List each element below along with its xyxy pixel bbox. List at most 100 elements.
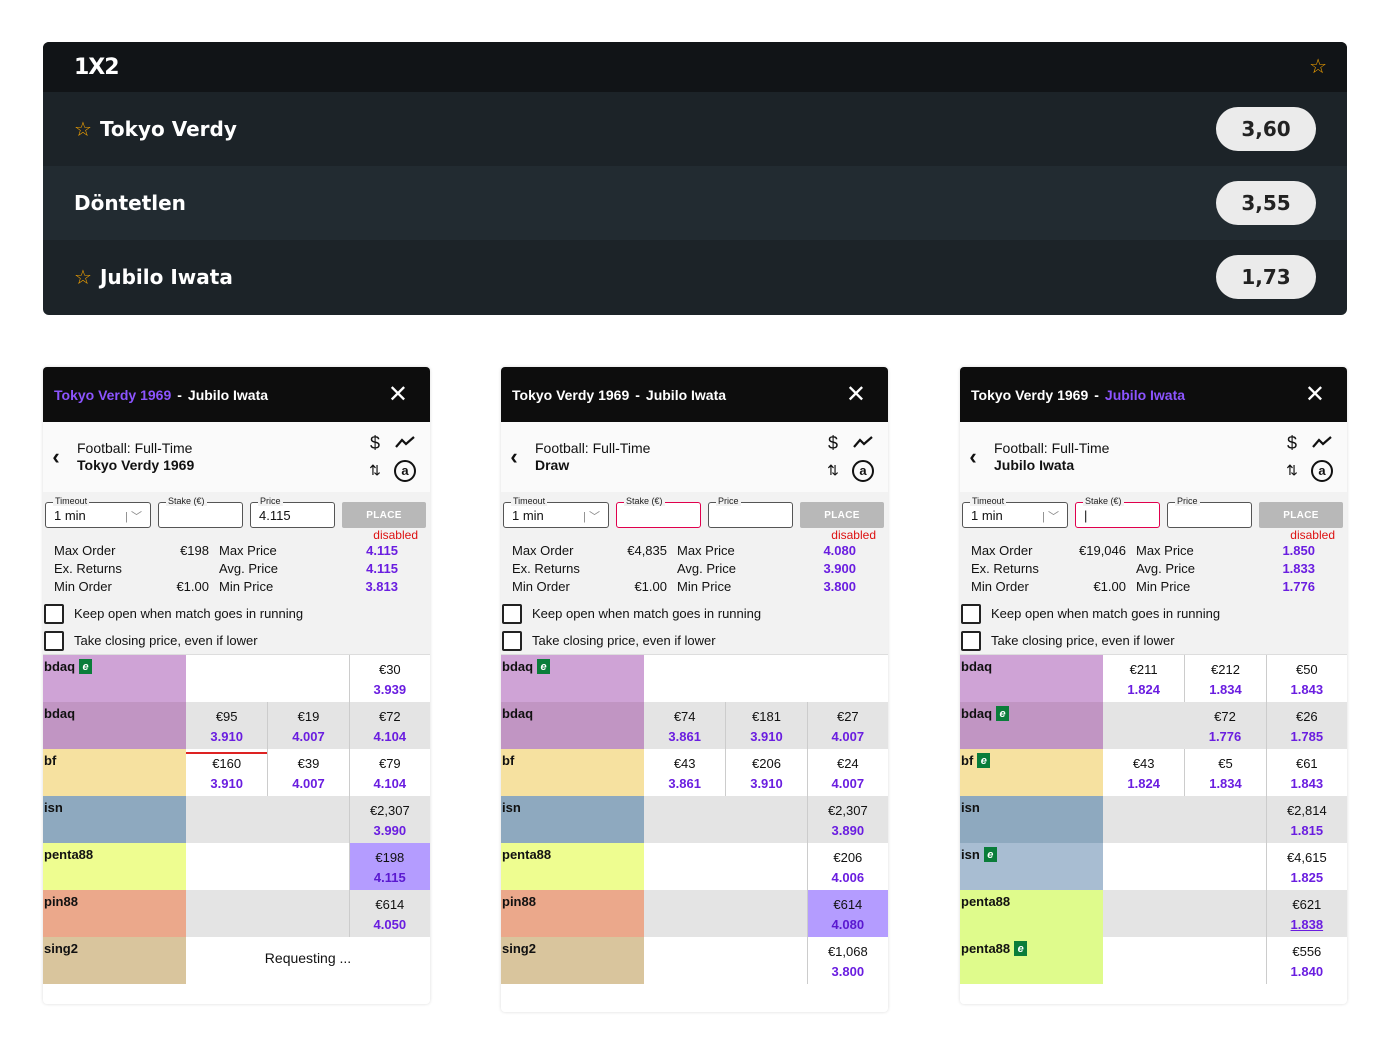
star-icon[interactable]: ☆	[74, 265, 92, 289]
liquidity-amount: €4,615	[1286, 850, 1327, 865]
selection-name: Jubilo Iwata	[994, 457, 1075, 473]
bookmaker-row: bdaq €211 1.824 €212 1.834 €50 1.843	[960, 655, 1347, 702]
price-cell[interactable]: €181 3.910	[725, 702, 806, 749]
odds-button-home[interactable]: 3,60	[1216, 107, 1316, 151]
odds-button-draw[interactable]: 3,55	[1216, 181, 1316, 225]
price-cell[interactable]: €1,068 3.800	[806, 937, 888, 984]
chart-line-icon[interactable]	[395, 433, 415, 454]
price-cell[interactable]: €206 4.006	[806, 843, 888, 890]
price-input[interactable]: Price	[1167, 496, 1252, 528]
close-icon[interactable]: ✕	[845, 380, 866, 408]
price-cell	[725, 796, 806, 843]
timeout-select[interactable]: Timeout 1 min | ﹀	[503, 496, 609, 528]
dollar-icon[interactable]: $	[1286, 432, 1297, 453]
price-cell[interactable]: €5 1.834	[1184, 749, 1265, 796]
price-input[interactable]: Price	[708, 496, 793, 528]
keep-open-option[interactable]: Keep open when match goes in running	[960, 600, 1347, 627]
place-button[interactable]: PLACE	[800, 502, 884, 528]
closing-price-option[interactable]: Take closing price, even if lower	[43, 627, 430, 654]
price-cell[interactable]: €24 4.007	[806, 749, 888, 796]
price-cell[interactable]: €72 1.776	[1184, 702, 1265, 749]
dollar-icon[interactable]: $	[827, 432, 838, 453]
price-cell[interactable]: €2,814 1.815	[1265, 796, 1347, 843]
price-cell[interactable]: €61 1.843	[1265, 749, 1347, 796]
keep-open-option[interactable]: Keep open when match goes in running	[43, 600, 430, 627]
liquidity-amount: €26	[1295, 709, 1318, 724]
price-cell[interactable]: €72 4.104	[348, 702, 430, 749]
price-cell[interactable]: €50 1.843	[1265, 655, 1347, 702]
price-cell[interactable]: €27 4.007	[806, 702, 888, 749]
closing-price-option[interactable]: Take closing price, even if lower	[501, 627, 888, 654]
price-cell[interactable]: €79 4.104	[348, 749, 430, 796]
avg-price-label: Avg. Price	[1136, 561, 1196, 576]
price-value: 4.080	[831, 917, 865, 932]
bookmaker-name: isn	[960, 796, 1103, 843]
chevron-left-icon[interactable]: ‹	[52, 444, 60, 469]
keep-open-checkbox[interactable]	[961, 603, 981, 624]
odds-button-away[interactable]: 1,73	[1216, 255, 1316, 299]
star-icon[interactable]: ☆	[74, 117, 92, 141]
keep-open-option[interactable]: Keep open when match goes in running	[501, 600, 888, 627]
stake-input[interactable]: Stake (€)	[158, 496, 243, 528]
price-cell[interactable]: €43 3.861	[644, 749, 725, 796]
price-cell[interactable]: €621 1.838	[1265, 890, 1347, 937]
sort-arrows-icon[interactable]: ⇅	[369, 462, 381, 478]
place-button[interactable]: PLACE	[1259, 502, 1343, 528]
price-value: 4.050	[373, 917, 407, 932]
price-cell[interactable]: €26 1.785	[1265, 702, 1347, 749]
stake-input[interactable]: Stake (€) |	[1075, 496, 1160, 528]
price-cell[interactable]: €19 4.007	[267, 702, 348, 749]
price-cell[interactable]: €614 4.080	[806, 890, 888, 937]
price-cell[interactable]: €211 1.824	[1103, 655, 1184, 702]
dollar-icon[interactable]: $	[369, 432, 380, 453]
price-cell[interactable]: €2,307 3.890	[806, 796, 888, 843]
timeout-select[interactable]: Timeout 1 min | ﹀	[962, 496, 1068, 528]
price-value: 3.861	[668, 729, 701, 744]
stake-input[interactable]: Stake (€)	[616, 496, 701, 528]
keep-open-checkbox[interactable]	[502, 603, 522, 624]
close-icon[interactable]: ✕	[387, 380, 408, 408]
ex-returns-value	[607, 560, 667, 578]
bookmaker-name: penta88	[43, 843, 186, 890]
price-cell[interactable]: €74 3.861	[644, 702, 725, 749]
chevron-left-icon[interactable]: ‹	[969, 444, 977, 469]
closing-price-checkbox[interactable]	[961, 630, 981, 651]
chart-line-icon[interactable]	[1312, 433, 1332, 454]
price-cell	[1184, 796, 1265, 843]
price-cell[interactable]: €95 3.910	[186, 702, 267, 749]
close-icon[interactable]: ✕	[1304, 380, 1325, 408]
bookmaker-row: bdaq e €30 3.939	[43, 655, 430, 702]
ex-returns-label: Ex. Returns	[971, 561, 1039, 576]
min-price-value: 1.776	[1282, 579, 1315, 594]
price-cell	[267, 796, 348, 843]
bookmaker-label: pin88	[502, 894, 536, 909]
price-cell[interactable]: €160 3.910	[186, 749, 268, 796]
price-input[interactable]: Price 4.115	[250, 496, 335, 528]
place-button[interactable]: PLACE	[342, 502, 426, 528]
price-cell[interactable]: €2,307 3.990	[348, 796, 430, 843]
price-cell[interactable]: €43 1.824	[1103, 749, 1184, 796]
price-cell[interactable]: €39 4.007	[267, 749, 348, 796]
betfair-logo-icon[interactable]: a	[852, 459, 874, 482]
chart-line-icon[interactable]	[853, 433, 873, 454]
favorite-star-icon[interactable]: ☆	[1309, 56, 1327, 78]
price-cell[interactable]: €556 1.840	[1265, 937, 1347, 984]
timeout-select[interactable]: Timeout 1 min | ﹀	[45, 496, 151, 528]
keep-open-checkbox[interactable]	[44, 603, 64, 624]
closing-price-option[interactable]: Take closing price, even if lower	[960, 627, 1347, 654]
closing-price-checkbox[interactable]	[502, 630, 522, 651]
sort-arrows-icon[interactable]: ⇅	[1286, 462, 1298, 478]
bookmaker-label: bdaq	[44, 659, 76, 674]
chevron-left-icon[interactable]: ‹	[510, 444, 518, 469]
price-cell[interactable]: €212 1.834	[1184, 655, 1265, 702]
price-cell[interactable]: €4,615 1.825	[1265, 843, 1347, 890]
betfair-logo-icon[interactable]: a	[394, 459, 416, 482]
price-cell[interactable]: €198 4.115	[348, 843, 430, 890]
price-cell[interactable]: €206 3.910	[725, 749, 806, 796]
price-cell[interactable]: €614 4.050	[348, 890, 430, 937]
sort-arrows-icon[interactable]: ⇅	[827, 462, 839, 478]
betfair-logo-icon[interactable]: a	[1311, 459, 1333, 482]
price-cell	[1184, 937, 1265, 984]
price-cell[interactable]: €30 3.939	[348, 655, 430, 702]
closing-price-checkbox[interactable]	[44, 630, 64, 651]
